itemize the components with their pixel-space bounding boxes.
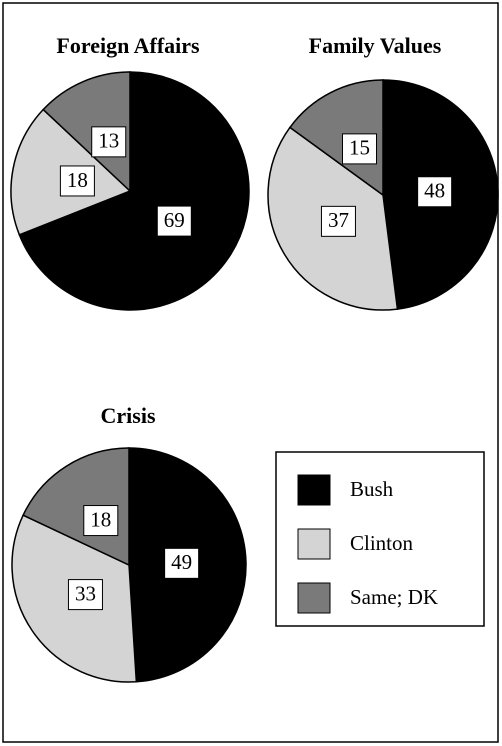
- label-box: [59, 165, 95, 197]
- label-box: [83, 505, 119, 537]
- slice-label: 69: [164, 208, 185, 232]
- legend-label: Clinton: [350, 531, 414, 555]
- pie-slice: [18, 71, 250, 311]
- chart-title: Crisis: [101, 403, 156, 428]
- legend-swatch: [297, 528, 331, 560]
- pie-slice: [288, 79, 384, 197]
- label-box: [156, 205, 192, 237]
- slice-label: 15: [349, 136, 370, 160]
- label-box: [320, 205, 356, 237]
- chart-title: Foreign Affairs: [56, 33, 200, 58]
- slice-label: 33: [75, 581, 96, 605]
- slice-label: 18: [67, 168, 88, 192]
- slice-label: 49: [171, 550, 192, 574]
- legend-swatch: [297, 582, 331, 614]
- slice-label: 13: [98, 129, 119, 153]
- label-box: [417, 176, 453, 208]
- label-box: [164, 547, 200, 579]
- pie-slice: [42, 71, 131, 193]
- slice-label: 48: [424, 179, 445, 203]
- label-box: [67, 579, 103, 611]
- label-box: [91, 126, 127, 158]
- slice-label: 37: [328, 208, 349, 232]
- legend-label: Same; DK: [350, 585, 438, 609]
- chart-title: Family Values: [309, 33, 442, 58]
- legend-label: Bush: [350, 477, 394, 501]
- label-box: [342, 133, 378, 165]
- slice-label: 18: [90, 507, 111, 531]
- legend-swatch: [297, 474, 331, 506]
